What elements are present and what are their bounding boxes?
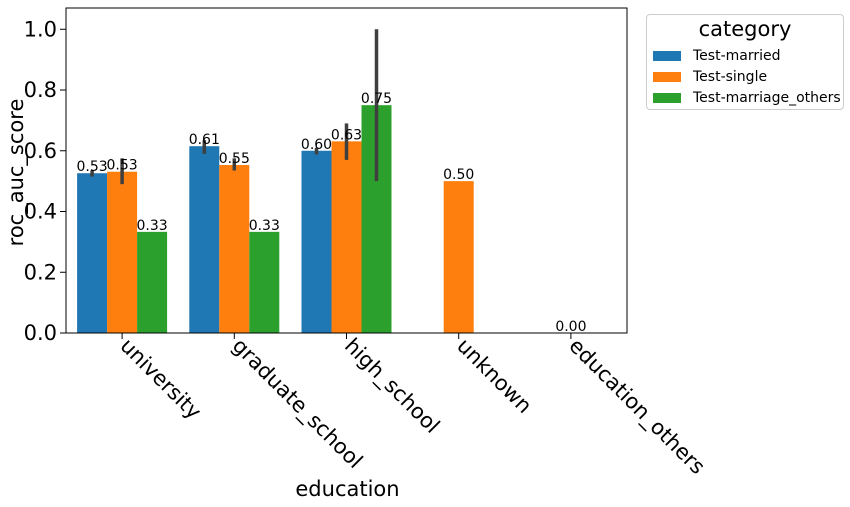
legend-swatch — [653, 51, 681, 61]
x-tick-label: high_school — [339, 334, 444, 439]
legend-item-test-married: Test-married — [653, 47, 781, 65]
data-label-graduate_school-1: 0.55 — [219, 151, 250, 167]
bar-high_school-1 — [331, 141, 362, 333]
data-label-unknown-1: 0.50 — [443, 167, 474, 183]
bar-graduate_school-0 — [189, 146, 220, 333]
data-label-university-2: 0.33 — [137, 218, 168, 234]
bar-university-1 — [107, 171, 138, 333]
y-axis: 0.0 0.2 0.4 0.6 0.8 1.0 — [24, 17, 66, 345]
y-tick-label: 1.0 — [24, 17, 57, 41]
bar-graduate_school-1 — [219, 165, 250, 333]
data-label-university-0: 0.53 — [77, 159, 108, 175]
x-tick-label: university — [116, 334, 206, 424]
bar-university-0 — [77, 173, 108, 333]
data-label-graduate_school-2: 0.33 — [249, 218, 280, 234]
legend-swatch — [653, 72, 681, 82]
data-label-high_school-1: 0.63 — [331, 127, 362, 143]
data-label-graduate_school-0: 0.61 — [189, 132, 220, 148]
legend-item-test-marriage-others: Test-marriage_others — [653, 89, 841, 107]
legend: category Test-married Test-single Test-m… — [646, 14, 844, 110]
legend-swatch — [653, 93, 681, 103]
error-bars-layer — [90, 29, 379, 185]
data-label-education_others-1: 0.00 — [555, 319, 586, 335]
legend-label: Test-marriage_others — [693, 90, 841, 106]
legend-label: Test-single — [693, 69, 768, 85]
y-tick-label: 0.2 — [24, 260, 57, 284]
x-axis-label: education — [295, 477, 399, 501]
data-label-university-1: 0.53 — [107, 158, 138, 174]
legend-label: Test-married — [693, 48, 781, 64]
legend-item-test-single: Test-single — [653, 68, 767, 86]
y-tick-label: 0.4 — [24, 200, 57, 224]
y-axis-label: roc_auc_score — [4, 99, 29, 247]
data-label-high_school-0: 0.60 — [301, 137, 332, 153]
bars-layer — [77, 105, 474, 333]
bar-university-2 — [137, 231, 168, 333]
x-tick-label: education_others — [564, 334, 710, 480]
y-tick-label: 0.0 — [24, 321, 57, 345]
bar-graduate_school-2 — [249, 231, 280, 333]
bar-high_school-0 — [301, 150, 332, 333]
bar-unknown-1 — [443, 181, 474, 333]
legend-title: category — [698, 17, 792, 41]
x-tick-label: unknown — [452, 334, 536, 418]
y-tick-label: 0.8 — [24, 78, 57, 102]
y-tick-label: 0.6 — [24, 139, 57, 163]
data-label-high_school-2: 0.75 — [361, 91, 392, 107]
data-labels-layer: 0.53 0.61 0.60 0.53 0.55 0.63 0.50 0.00 0.33 0.33… — [77, 91, 587, 335]
